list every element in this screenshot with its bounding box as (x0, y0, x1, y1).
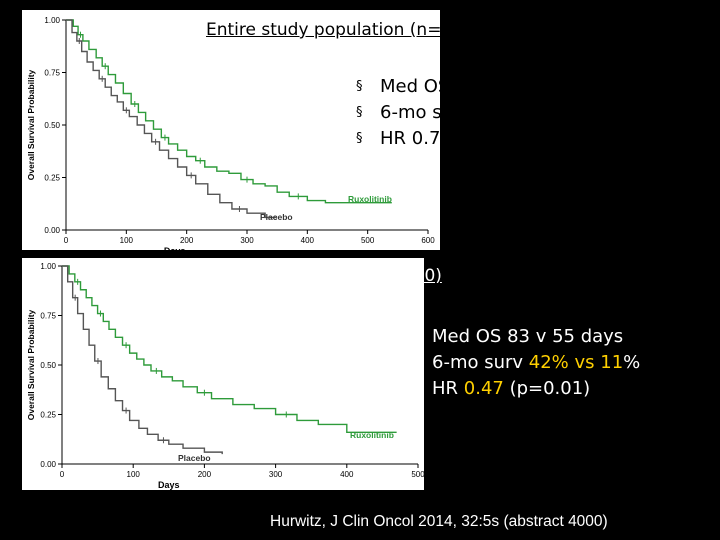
stat-item: § 6-mo surv 42% v 35% (356, 100, 628, 126)
stat-item: § 6-mo surv 42% vs 11% (408, 350, 640, 376)
x-tick-label: 400 (340, 470, 354, 479)
x-tick-label: 200 (180, 236, 194, 245)
bullet-icon: § (408, 355, 415, 370)
y-axis-label: Overall Survival Probability (26, 309, 36, 420)
curve-label-ruxolitinib: Ruxolitinib (348, 194, 392, 204)
km-chart-entire-population: 0.00 0.25 0.50 0.75 1.00 0 100 200 300 400 500 600 D… (26, 16, 435, 256)
bullet-icon: § (356, 105, 363, 120)
x-tick-label: 100 (120, 236, 134, 245)
x-tick-label: 400 (301, 236, 315, 245)
stat-text: HR (432, 378, 464, 399)
stat-item: § HR 0.79 (p=0.25) (356, 126, 628, 152)
survival-curve-placebo (66, 19, 278, 219)
stat-highlight: 42% vs 11 (528, 352, 624, 373)
curve-label-placebo: Placebo (260, 212, 293, 222)
y-tick-label: 0.75 (44, 69, 60, 78)
stats-list-crp-subgroup: § Med OS 83 v 55 days § 6-mo surv 42% vs 1… (408, 324, 640, 402)
y-tick-label: 0.50 (40, 361, 56, 370)
x-tick-label: 500 (361, 236, 375, 245)
km-plot-crp-subgroup: 0.00 0.25 0.50 0.75 1.00 0 100 200 300 400 500 Days… (22, 258, 425, 490)
stat-highlight: 0.47 (463, 378, 504, 399)
stat-text: (p=0.01) (503, 378, 591, 399)
y-axis-label: Overall Survival Probability (26, 69, 36, 180)
stat-text: Med OS 83 v 55 days (432, 326, 624, 347)
y-tick-label: 0.75 (40, 312, 56, 321)
survival-curve-placebo (62, 265, 223, 455)
stat-text: Med OS 136.5 v 129.5 days (380, 76, 629, 97)
y-tick-label: 0.00 (40, 460, 56, 469)
y-tick-label: 1.00 (44, 16, 60, 25)
y-tick-label: 0.00 (44, 226, 60, 235)
y-tick-label: 0.50 (44, 121, 60, 130)
bullet-icon: § (356, 131, 363, 146)
bullet-icon: § (356, 79, 363, 94)
survival-curve-ruxolitinib (62, 265, 397, 434)
curve-label-placebo: Placebo (178, 453, 211, 463)
x-tick-label: 100 (127, 470, 141, 479)
stat-text: 6-mo surv (432, 352, 529, 373)
x-tick-label: 600 (421, 236, 435, 245)
stats-list-entire-population: § Med OS 136.5 v 129.5 days § 6-mo surv 42… (356, 74, 628, 152)
km-plot-entire-population: 0.00 0.25 0.50 0.75 1.00 0 100 200 300 400 500 600 D… (22, 10, 440, 256)
km-chart-crp-subgroup: 0.00 0.25 0.50 0.75 1.00 0 100 200 300 400 500 Days… (26, 262, 425, 490)
survival-curve-ruxolitinib (66, 19, 392, 204)
x-tick-label: 200 (198, 470, 212, 479)
stat-item: § Med OS 136.5 v 129.5 days (356, 74, 628, 100)
stat-text: % (623, 352, 641, 373)
x-tick-label: 0 (60, 470, 65, 479)
x-tick-label: 300 (240, 236, 254, 245)
x-tick-label: 0 (64, 236, 69, 245)
x-tick-label: 500 (411, 470, 424, 479)
bullet-icon: § (408, 329, 415, 344)
stat-item: § HR 0.47 (p=0.01) (408, 376, 640, 402)
bullet-icon: § (408, 381, 415, 396)
stat-text: HR 0.79 (p=0.25) (380, 128, 539, 149)
chart-title-crp-subgroup: CRP > 13 mg/L (n=60) (248, 266, 442, 286)
stat-text: 6-mo surv 42% v 35% (380, 102, 579, 123)
stat-item: § Med OS 83 v 55 days (408, 324, 640, 350)
curve-label-ruxolitinib: Ruxolitinib (350, 430, 394, 440)
x-tick-label: 300 (269, 470, 283, 479)
y-tick-label: 0.25 (44, 174, 60, 183)
y-tick-label: 1.00 (40, 262, 56, 271)
chart-title-entire-population: Entire study population (n=127) (206, 20, 481, 40)
x-axis-label: Days (164, 246, 186, 250)
x-axis-label: Days (158, 480, 180, 490)
y-tick-label: 0.25 (40, 411, 56, 420)
citation: Hurwitz, J Clin Oncol 2014, 32:5s (abstr… (270, 513, 608, 530)
